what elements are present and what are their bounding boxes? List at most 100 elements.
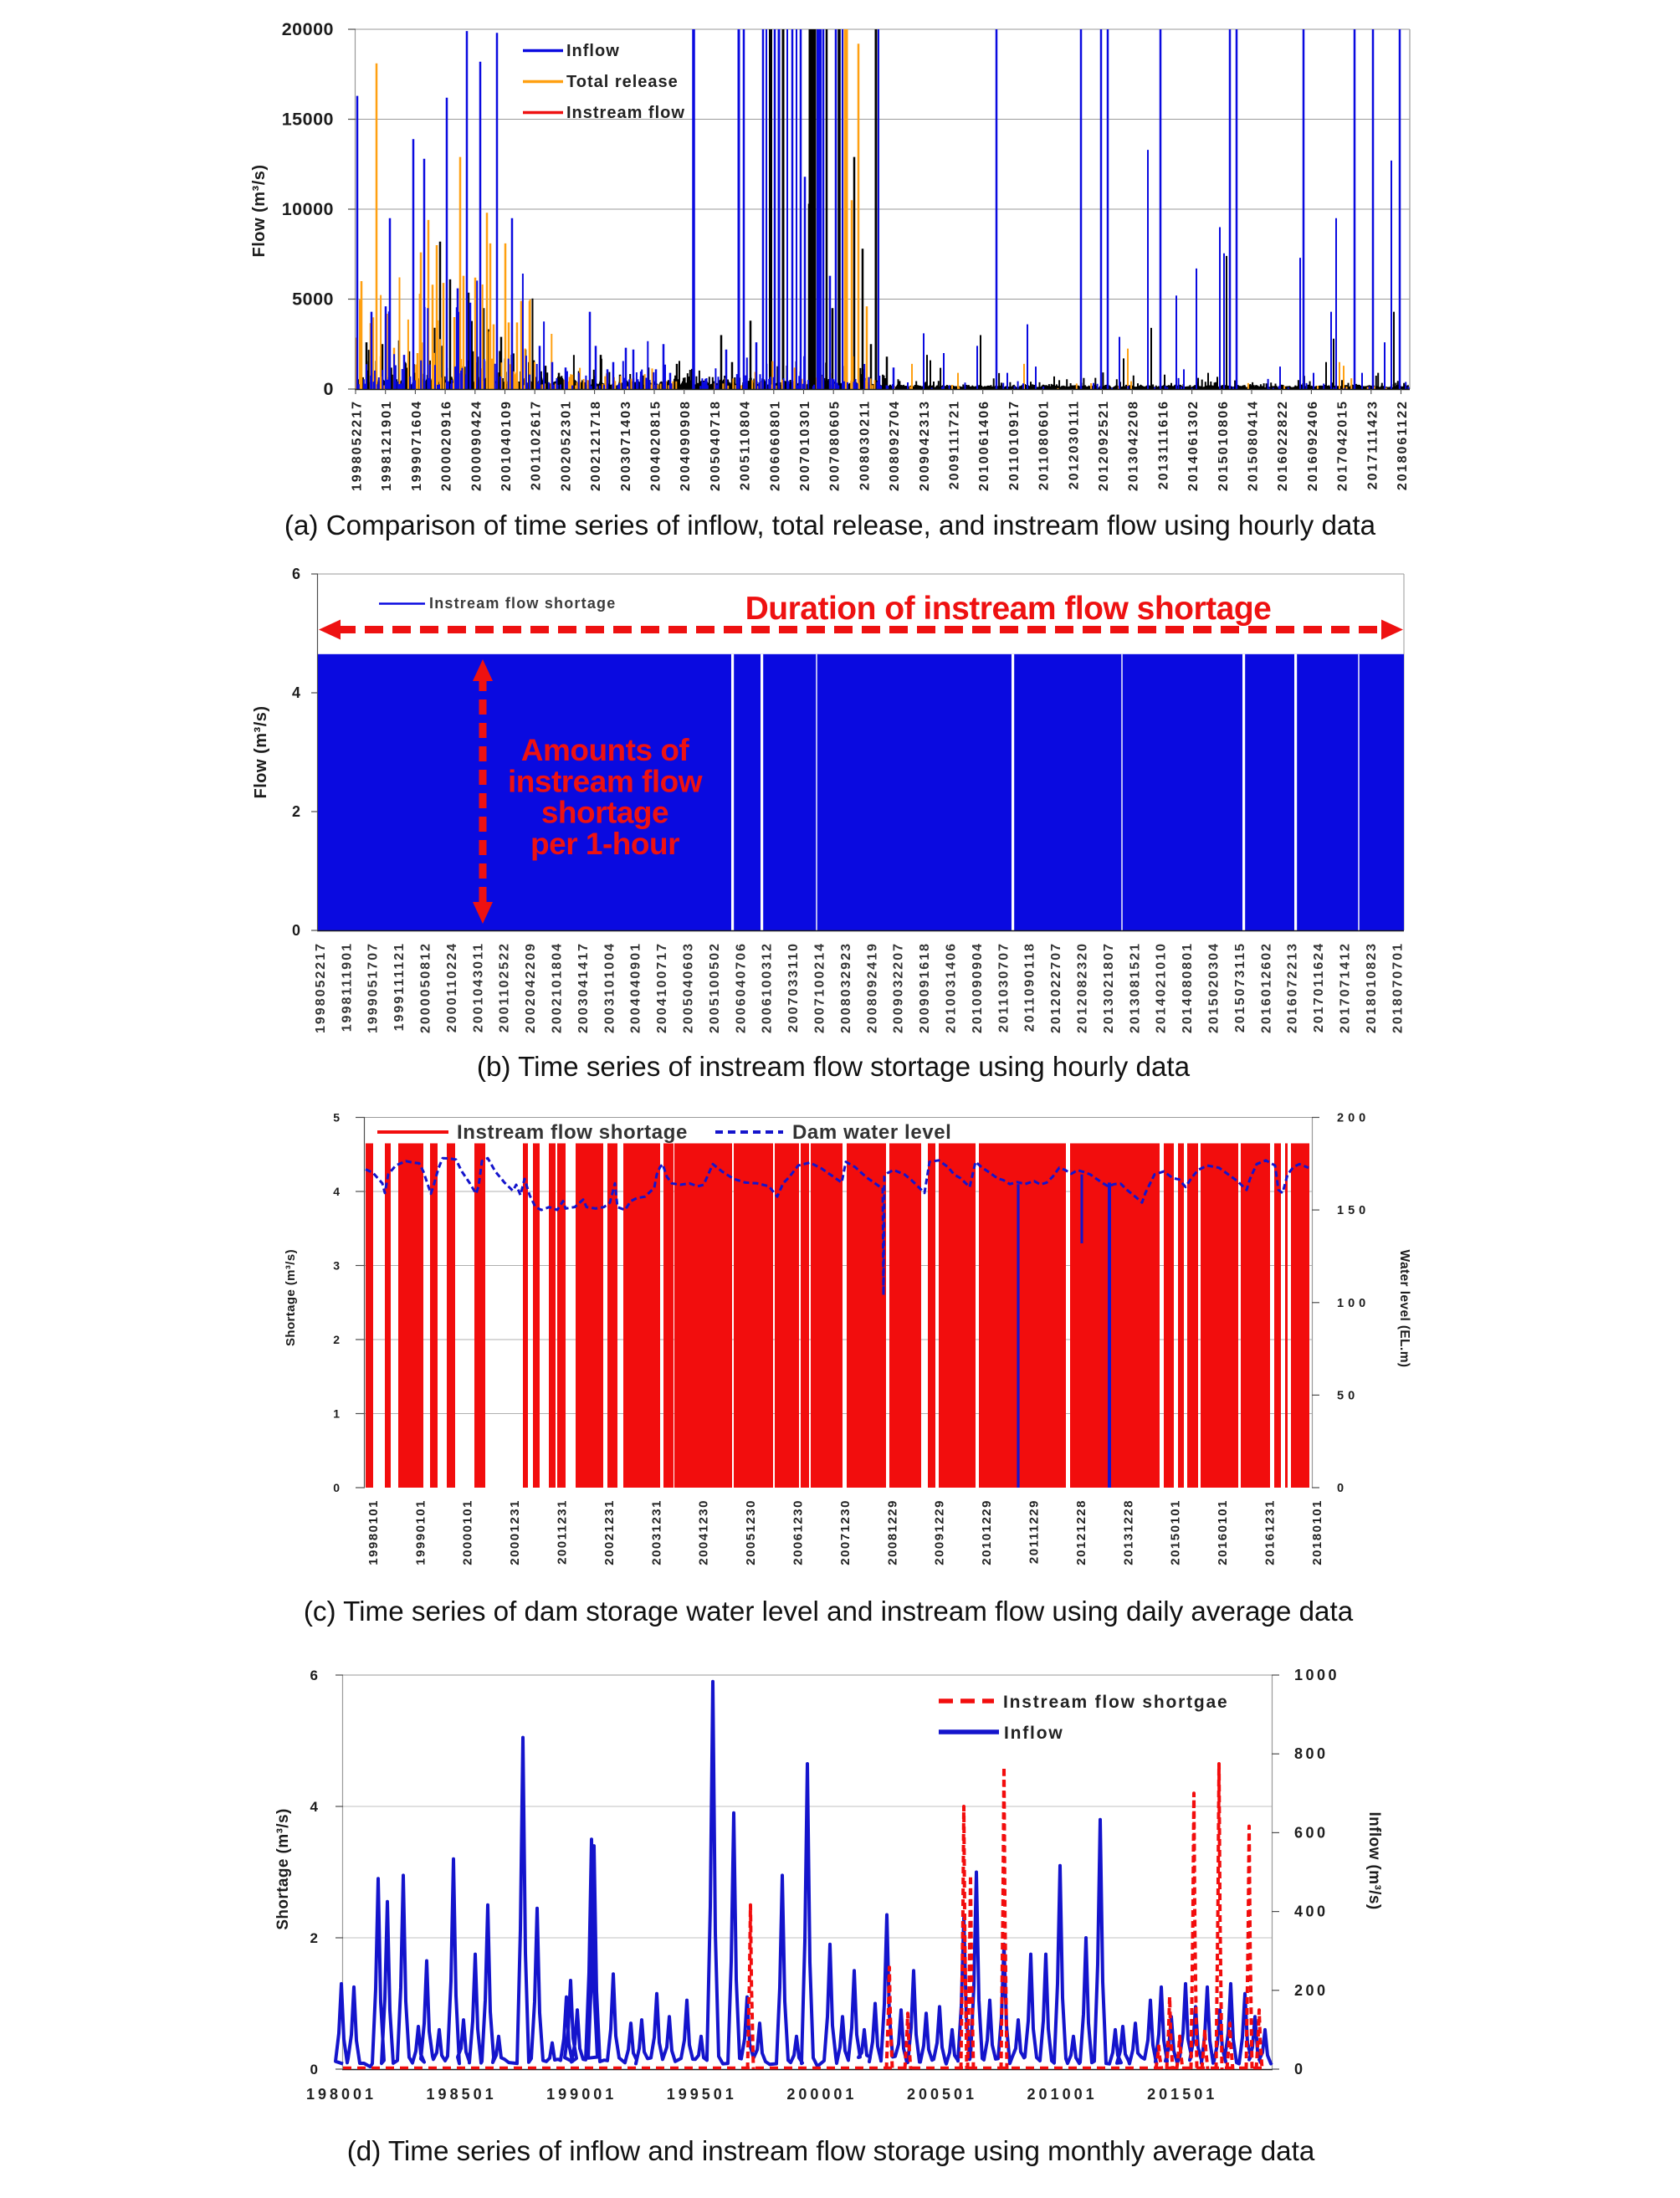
svg-text:1998052217: 1998052217	[351, 400, 365, 491]
svg-text:Duration of instream flow shor: Duration of instream flow shortage	[745, 591, 1272, 627]
svg-text:2010031406: 2010031406	[945, 942, 959, 1033]
svg-text:1999071604: 1999071604	[410, 400, 424, 491]
svg-text:2: 2	[292, 803, 300, 820]
svg-text:2008092704: 2008092704	[888, 400, 902, 491]
svg-text:2002101804: 2002101804	[551, 942, 565, 1033]
svg-text:2000050812: 2000050812	[419, 942, 433, 1033]
svg-text:1000: 1000	[1294, 1667, 1339, 1683]
svg-text:1998052217: 1998052217	[314, 942, 328, 1033]
svg-text:2004040901: 2004040901	[629, 942, 643, 1033]
svg-text:2: 2	[310, 1930, 318, 1946]
svg-text:2005040718: 2005040718	[709, 400, 723, 491]
svg-text:0: 0	[292, 922, 300, 939]
svg-text:Shortage (m³/s): Shortage (m³/s)	[274, 1808, 292, 1929]
svg-text:2016092406: 2016092406	[1306, 400, 1320, 491]
svg-text:2014061302: 2014061302	[1186, 400, 1201, 491]
svg-text:198501: 198501	[427, 2086, 497, 2103]
svg-text:800: 800	[1294, 1745, 1329, 1762]
svg-text:198001: 198001	[306, 2086, 376, 2103]
svg-text:Amounts of: Amounts of	[521, 733, 690, 767]
svg-text:2009111721: 2009111721	[948, 400, 962, 489]
svg-text:20041230: 20041230	[697, 1499, 711, 1565]
svg-text:199001: 199001	[546, 2086, 617, 2103]
svg-text:3: 3	[333, 1259, 340, 1273]
svg-text:2004090908: 2004090908	[679, 400, 693, 491]
svg-text:20121228: 20121228	[1074, 1499, 1088, 1565]
svg-text:2012022707: 2012022707	[1049, 942, 1063, 1033]
svg-text:2007010301: 2007010301	[798, 400, 812, 491]
svg-text:2012082320: 2012082320	[1076, 942, 1090, 1033]
svg-text:2010090904: 2010090904	[971, 942, 985, 1033]
svg-text:150: 150	[1337, 1204, 1370, 1217]
svg-text:Total release: Total release	[566, 73, 679, 91]
svg-text:0: 0	[1294, 2061, 1306, 2078]
svg-text:6: 6	[310, 1668, 318, 1683]
svg-text:400: 400	[1294, 1903, 1329, 1920]
svg-text:100: 100	[1337, 1297, 1370, 1310]
svg-text:200501: 200501	[907, 2086, 977, 2103]
svg-text:2015020304: 2015020304	[1207, 942, 1222, 1033]
svg-text:4: 4	[333, 1185, 340, 1198]
svg-text:2005110804: 2005110804	[739, 400, 753, 490]
svg-text:2005040603: 2005040603	[682, 942, 696, 1033]
svg-text:2007033110: 2007033110	[786, 942, 801, 1032]
svg-text:5000: 5000	[292, 289, 334, 310]
svg-text:2: 2	[333, 1333, 340, 1346]
svg-text:6: 6	[292, 566, 300, 582]
svg-text:2006100312: 2006100312	[761, 942, 775, 1033]
svg-text:2018010823: 2018010823	[1365, 942, 1379, 1033]
svg-text:(d) Time series of inflow and: (d) Time series of inflow and instream f…	[347, 2136, 1315, 2167]
svg-text:20081229: 20081229	[885, 1499, 899, 1565]
svg-text:2011030707: 2011030707	[996, 942, 1011, 1032]
svg-text:2018070701: 2018070701	[1391, 942, 1405, 1033]
svg-text:20180101: 20180101	[1310, 1499, 1324, 1565]
svg-text:2015073115: 2015073115	[1233, 942, 1247, 1032]
svg-text:20091229: 20091229	[933, 1499, 947, 1565]
svg-text:2001040109: 2001040109	[499, 400, 514, 491]
svg-text:(c) Time series of dam storage: (c) Time series of dam storage water lev…	[304, 1596, 1354, 1627]
svg-text:2009091618: 2009091618	[918, 942, 932, 1033]
svg-text:Water level (EL.m): Water level (EL.m)	[1397, 1250, 1411, 1368]
svg-text:0: 0	[310, 2062, 318, 2078]
svg-text:4: 4	[292, 684, 300, 701]
svg-text:instream flow: instream flow	[508, 764, 703, 798]
svg-text:2017042015: 2017042015	[1336, 400, 1350, 491]
svg-text:2002052301: 2002052301	[559, 400, 573, 491]
svg-text:2013021807: 2013021807	[1102, 942, 1116, 1033]
svg-text:20111229: 20111229	[1027, 1499, 1042, 1564]
svg-text:2012092521: 2012092521	[1097, 400, 1111, 491]
svg-text:1999051707: 1999051707	[366, 942, 381, 1033]
svg-text:Flow (m³/s): Flow (m³/s)	[252, 705, 270, 798]
svg-text:2008030211: 2008030211	[858, 400, 872, 490]
svg-text:2004020815: 2004020815	[649, 400, 663, 491]
svg-text:600: 600	[1294, 1824, 1329, 1841]
svg-text:2000110224: 2000110224	[445, 942, 459, 1032]
svg-text:2008032923: 2008032923	[839, 942, 853, 1033]
svg-text:200: 200	[1337, 1112, 1370, 1125]
svg-text:20131228: 20131228	[1121, 1499, 1135, 1565]
svg-text:Instream flow shortage: Instream flow shortage	[429, 595, 616, 612]
svg-text:2017071412: 2017071412	[1339, 942, 1353, 1033]
svg-text:2011090118: 2011090118	[1023, 942, 1037, 1032]
svg-text:4: 4	[310, 1799, 319, 1815]
svg-text:20001231: 20001231	[508, 1499, 522, 1565]
svg-text:201501: 201501	[1147, 2086, 1217, 2103]
svg-text:20101229: 20101229	[980, 1499, 994, 1565]
svg-text:2014021010: 2014021010	[1155, 942, 1169, 1033]
svg-text:20061230: 20061230	[791, 1499, 806, 1565]
svg-text:0: 0	[333, 1481, 340, 1494]
svg-text:1998111901: 1998111901	[340, 942, 354, 1032]
svg-text:50: 50	[1337, 1389, 1359, 1402]
svg-text:2005100502: 2005100502	[708, 942, 722, 1033]
svg-text:2001043011: 2001043011	[471, 942, 485, 1032]
svg-text:Instream flow: Instream flow	[566, 104, 685, 122]
svg-text:2007080605: 2007080605	[828, 400, 843, 491]
svg-text:2000090424: 2000090424	[469, 400, 484, 491]
svg-text:2010061406: 2010061406	[977, 400, 991, 491]
svg-text:20150101: 20150101	[1169, 1499, 1183, 1565]
svg-text:2009042313: 2009042313	[918, 400, 932, 491]
svg-text:2009032207: 2009032207	[892, 942, 906, 1033]
svg-text:20021231: 20021231	[602, 1499, 617, 1565]
svg-text:0: 0	[1337, 1482, 1348, 1495]
svg-text:2016022822: 2016022822	[1276, 400, 1290, 491]
